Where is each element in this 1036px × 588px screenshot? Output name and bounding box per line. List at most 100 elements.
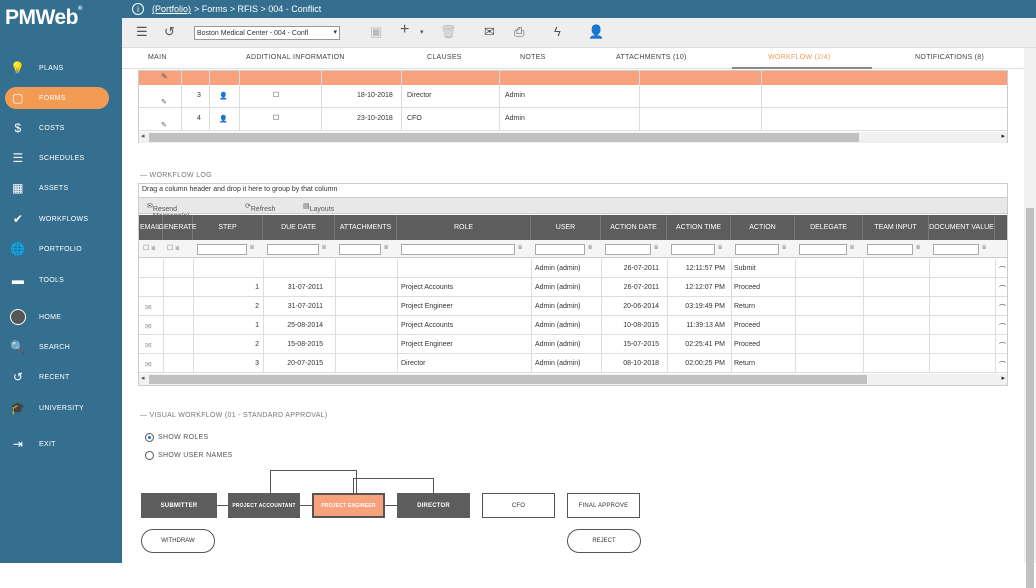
- tab-clauses[interactable]: CLAUSES: [427, 54, 462, 61]
- filter-icon[interactable]: ⩸: [250, 244, 255, 251]
- sidebar-item-search[interactable]: 🔍 SEARCH: [5, 336, 109, 358]
- column-header-team-input[interactable]: TEAM INPUT: [863, 215, 929, 240]
- column-header-document-value[interactable]: DOCUMENT VALUE: [929, 215, 995, 240]
- sidebar-item-portfolio[interactable]: 🌐 PORTFOLIO: [5, 238, 109, 260]
- sidebar-item-assets[interactable]: ▦ ASSETS: [5, 177, 109, 199]
- resend-message-button[interactable]: ✉ Resend Message(s): [147, 203, 189, 220]
- column-header-generate[interactable]: GENERATE: [159, 215, 197, 240]
- column-header-delegate[interactable]: DELEGATE: [795, 215, 863, 240]
- table-row[interactable]: ✉ 2 15-08-2015 Project Engineer Admin (admin…: [139, 335, 1007, 354]
- sidebar-item-exit[interactable]: ⇥ EXIT: [5, 433, 109, 455]
- table-row[interactable]: 4 👤 ☐ 23-10-2018 CFO Admin ✎: [139, 108, 1007, 131]
- list-icon[interactable]: ☰: [136, 24, 148, 39]
- tab-additional-information[interactable]: ADDITIONAL INFORMATION: [246, 54, 345, 61]
- filter-input[interactable]: [197, 244, 247, 255]
- edit-icon[interactable]: ✎: [161, 99, 167, 106]
- sidebar-item-forms[interactable]: ▢ FORMS: [5, 87, 109, 109]
- print-icon[interactable]: ⎙: [514, 24, 525, 39]
- add-dropdown-icon[interactable]: ▾: [420, 29, 424, 36]
- filter-input[interactable]: [339, 244, 381, 255]
- refresh-button[interactable]: ⟳ Refresh: [245, 203, 276, 213]
- breadcrumb-portfolio-link[interactable]: (Portfolio): [152, 4, 192, 14]
- table-row[interactable]: 3 👤 ☐ 18-10-2018 Director Admin ✎: [139, 85, 1007, 108]
- column-header-attachments[interactable]: ATTACHMENTS: [335, 215, 397, 240]
- table-row[interactable]: 1 31-07-2011 Project Accounts Admin (admin)…: [139, 278, 1007, 297]
- wf-step-submitter[interactable]: SUBMITTER: [141, 493, 217, 518]
- column-header-due-date[interactable]: DUE DATE: [263, 215, 335, 240]
- table-row[interactable]: ✉ 3 20-07-2015 Director Admin (admin) 08-10-2…: [139, 354, 1007, 373]
- filter-input[interactable]: [671, 244, 715, 255]
- sidebar-item-workflows[interactable]: ✔ WORKFLOWS: [5, 208, 109, 230]
- filter-checkbox[interactable]: ☐ ⩸: [143, 245, 156, 252]
- filter-icon[interactable]: ⩸: [982, 244, 987, 251]
- history-icon[interactable]: ↺: [164, 24, 175, 39]
- filter-icon[interactable]: ⩸: [916, 244, 921, 251]
- group-by-bar[interactable]: Drag a column header and drop it here to…: [139, 184, 1007, 198]
- filter-input[interactable]: [535, 244, 585, 255]
- filter-input[interactable]: [933, 244, 979, 255]
- show-roles-radio[interactable]: [145, 433, 154, 442]
- column-header-action[interactable]: ACTION: [731, 215, 795, 240]
- filter-input[interactable]: [735, 244, 779, 255]
- wf-step-project-accountant[interactable]: PROJECT ACCOUNTANT: [228, 493, 300, 518]
- selected-row[interactable]: ✎: [139, 71, 1007, 85]
- filter-checkbox[interactable]: ☐ ⩸: [167, 245, 180, 252]
- project-select[interactable]: Boston Medical Center - 004 - Confl ▾: [194, 26, 340, 40]
- user-icon[interactable]: 👤: [588, 24, 605, 39]
- checkbox[interactable]: ☐: [273, 92, 280, 99]
- table-row[interactable]: ✉ 2 31-07-2011 Project Engineer Admin (admin…: [139, 297, 1007, 316]
- show-user-names-radio[interactable]: [145, 451, 154, 460]
- edit-icon[interactable]: ✎: [161, 122, 167, 129]
- workflow-action-icon[interactable]: ϟ: [554, 24, 561, 39]
- wf-step-director[interactable]: DIRECTOR: [397, 493, 470, 518]
- tab-main[interactable]: MAIN: [148, 54, 167, 61]
- sidebar-item-costs[interactable]: $ COSTS: [5, 117, 109, 139]
- column-header-step[interactable]: STEP: [193, 215, 263, 240]
- tab-attachments[interactable]: ATTACHMENTS (10): [616, 54, 687, 61]
- horizontal-scrollbar[interactable]: ◂ ▸: [139, 132, 1007, 143]
- filter-icon[interactable]: ⩸: [718, 244, 723, 251]
- page-scrollbar[interactable]: [1024, 48, 1036, 588]
- save-icon[interactable]: ▣: [370, 24, 383, 39]
- delete-icon[interactable]: 🗑: [440, 24, 457, 39]
- wf-step-final-approve[interactable]: FINAL APPROVE: [567, 493, 640, 518]
- edit-icon[interactable]: ✎: [161, 72, 168, 81]
- reject-button[interactable]: REJECT: [567, 529, 641, 553]
- wf-step-project-engineer[interactable]: PROJECT ENGINEER: [312, 493, 385, 518]
- column-header-role[interactable]: ROLE: [397, 215, 531, 240]
- sidebar-item-tools[interactable]: ▬ TOOLS: [5, 269, 109, 291]
- filter-icon[interactable]: ⩸: [588, 244, 593, 251]
- withdraw-button[interactable]: WITHDRAW: [141, 529, 215, 553]
- info-icon[interactable]: i: [132, 3, 144, 15]
- sidebar-item-recent[interactable]: ↺ RECENT: [5, 366, 109, 388]
- filter-icon[interactable]: ⩸: [654, 244, 659, 251]
- column-header-user[interactable]: USER: [531, 215, 601, 240]
- sidebar-item-university[interactable]: 🎓 UNIVERSITY: [5, 397, 109, 419]
- column-header-action-date[interactable]: ACTION DATE: [601, 215, 667, 240]
- filter-icon[interactable]: ⩸: [850, 244, 855, 251]
- filter-input[interactable]: [267, 244, 319, 255]
- horizontal-scrollbar[interactable]: ◂ ▸: [139, 374, 1007, 385]
- show-roles-label[interactable]: SHOW ROLES: [158, 434, 209, 441]
- column-header-action-time[interactable]: ACTION TIME: [667, 215, 731, 240]
- add-icon[interactable]: +: [400, 21, 410, 38]
- table-row[interactable]: Admin (admin) 26-07-2011 12:11:57 PM Submit…: [139, 259, 1007, 278]
- tab-workflow[interactable]: WORKFLOW (2/4): [768, 54, 831, 61]
- column-header-email[interactable]: EMAIL: [139, 215, 163, 240]
- tab-notifications[interactable]: NOTIFICATIONS (8): [915, 54, 985, 61]
- layouts-button[interactable]: ▤ Layouts: [303, 203, 335, 213]
- sidebar-item-home[interactable]: HOME: [5, 306, 109, 328]
- tab-notes[interactable]: NOTES: [520, 54, 546, 61]
- logo[interactable]: PMWeb®: [5, 6, 82, 29]
- wf-step-cfo[interactable]: CFO: [482, 493, 555, 518]
- filter-icon[interactable]: ⩸: [384, 244, 389, 251]
- filter-icon[interactable]: ⩸: [322, 244, 327, 251]
- table-row[interactable]: ✉ 1 25-08-2014 Project Accounts Admin (admin…: [139, 316, 1007, 335]
- email-icon[interactable]: ✉: [484, 24, 495, 39]
- filter-input[interactable]: [867, 244, 913, 255]
- filter-icon[interactable]: ⩸: [782, 244, 787, 251]
- show-user-names-label[interactable]: SHOW USER NAMES: [158, 452, 233, 459]
- filter-input[interactable]: [605, 244, 651, 255]
- filter-input[interactable]: [799, 244, 847, 255]
- filter-icon[interactable]: ⩸: [518, 244, 523, 251]
